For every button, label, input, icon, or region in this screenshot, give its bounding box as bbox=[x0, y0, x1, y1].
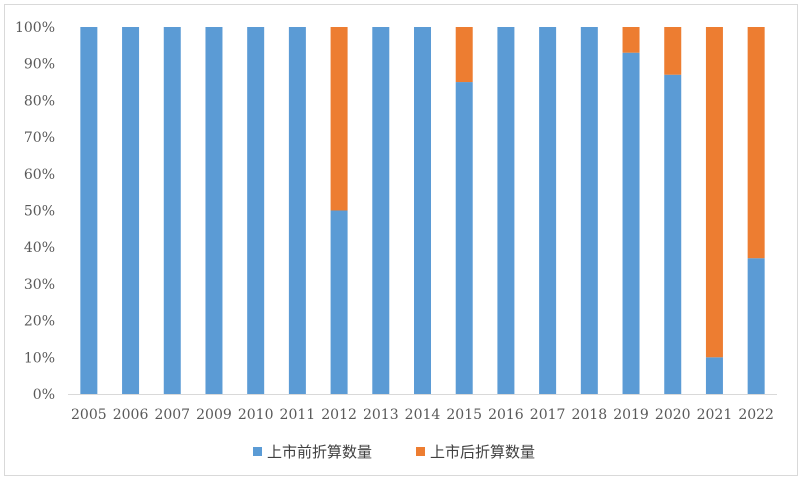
bar-2016-series-1 bbox=[497, 27, 515, 394]
x-tick-label: 2015 bbox=[446, 407, 482, 423]
bar-2019-series-2 bbox=[622, 27, 640, 53]
bar-2009-series-1 bbox=[205, 27, 223, 394]
legend-swatch-1 bbox=[253, 447, 262, 456]
x-tick-label: 2019 bbox=[613, 407, 649, 423]
bar-2020-series-1 bbox=[664, 74, 682, 395]
x-tick-label: 2020 bbox=[655, 407, 691, 423]
bar-2015-series-2 bbox=[455, 27, 473, 83]
x-tick-label: 2011 bbox=[280, 407, 316, 423]
bar-2012-series-2 bbox=[330, 27, 348, 211]
x-tick-label: 2013 bbox=[363, 407, 399, 423]
x-tick-label: 2017 bbox=[530, 407, 566, 423]
bar-2015-series-1 bbox=[455, 82, 473, 395]
legend: 上市前折算数量 上市后折算数量 bbox=[253, 443, 535, 461]
bar-2018-series-1 bbox=[580, 27, 598, 394]
x-tick-label: 2010 bbox=[238, 407, 274, 423]
bar-2010-series-1 bbox=[247, 27, 265, 394]
bar-2021-series-2 bbox=[705, 27, 723, 358]
bar-2017-series-1 bbox=[539, 27, 557, 394]
x-tick-label: 2009 bbox=[196, 407, 232, 423]
x-tick-label: 2021 bbox=[697, 407, 733, 423]
y-tick-label: 0% bbox=[33, 387, 55, 403]
bar-2006-series-1 bbox=[122, 27, 140, 394]
bar-2022-series-2 bbox=[747, 27, 765, 259]
x-tick-label: 2005 bbox=[71, 407, 107, 423]
bar-2011-series-1 bbox=[288, 27, 306, 394]
x-axis: 2005 2006 2007 2009 2010 2011 2012 2013 2014 2015… bbox=[71, 407, 774, 423]
bar-2020-series-2 bbox=[664, 27, 682, 75]
y-tick-label: 100% bbox=[15, 20, 55, 36]
x-tick-label: 2022 bbox=[738, 407, 774, 423]
legend-label-1: 上市前折算数量 bbox=[267, 443, 372, 461]
y-tick-label: 60% bbox=[24, 167, 55, 183]
bar-2012-series-1 bbox=[330, 210, 348, 394]
y-tick-label: 40% bbox=[24, 240, 55, 256]
y-tick-label: 10% bbox=[24, 350, 55, 366]
bar-2021-series-1 bbox=[705, 357, 723, 394]
y-tick-label: 70% bbox=[24, 130, 55, 146]
x-tick-label: 2006 bbox=[113, 407, 149, 423]
bar-2014-series-1 bbox=[414, 27, 431, 394]
legend-label-2: 上市后折算数量 bbox=[430, 443, 535, 461]
bar-2007-series-1 bbox=[163, 27, 181, 394]
x-tick-label: 2016 bbox=[488, 407, 524, 423]
bar-2022-series-1 bbox=[747, 258, 765, 394]
bar-2005-series-1 bbox=[80, 27, 98, 394]
x-tick-label: 2018 bbox=[571, 407, 607, 423]
y-tick-label: 90% bbox=[24, 57, 55, 73]
bars bbox=[80, 27, 765, 395]
bar-2019-series-1 bbox=[622, 52, 640, 394]
legend-swatch-2 bbox=[416, 447, 425, 456]
y-tick-label: 80% bbox=[24, 93, 55, 109]
bar-2013-series-1 bbox=[372, 27, 390, 394]
x-tick-label: 2007 bbox=[154, 407, 190, 423]
x-tick-label: 2014 bbox=[405, 407, 441, 423]
x-tick-label: 2012 bbox=[321, 407, 357, 423]
y-tick-label: 20% bbox=[24, 314, 55, 330]
y-tick-label: 50% bbox=[24, 204, 55, 220]
y-axis: 0% 10% 20% 30% 40% 50% 60% 70% 80% 90% 100% bbox=[15, 20, 55, 403]
y-tick-label: 30% bbox=[24, 277, 55, 293]
